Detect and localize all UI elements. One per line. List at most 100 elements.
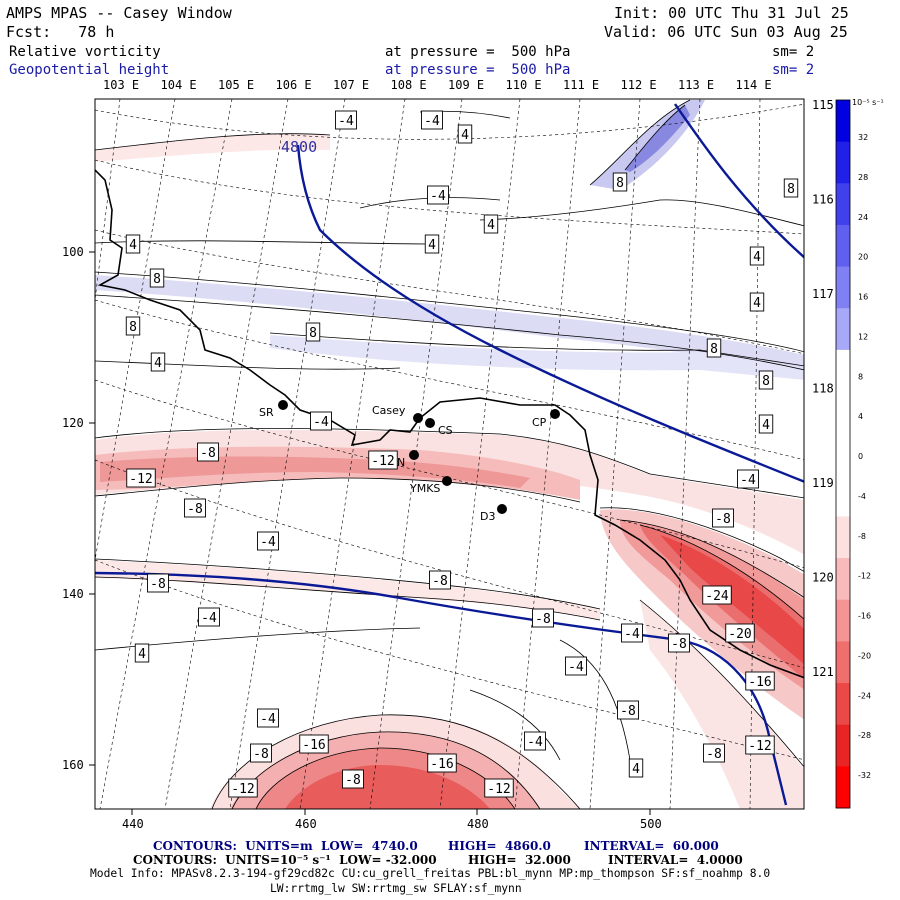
contour-value-label: -16: [427, 753, 457, 773]
svg-text:-8: -8: [432, 574, 448, 589]
lon-label-top: 114 E: [736, 78, 772, 92]
x-tick-label: 500: [640, 817, 662, 831]
svg-text:-8: -8: [715, 512, 731, 527]
station-casey-marker: [413, 413, 423, 423]
svg-text:4: 4: [632, 762, 640, 777]
footer-model-info-2: LW:rrtmg_lw SW:rrtmg_sw SFLAY:sf_mynn: [270, 882, 522, 895]
contour-value-label: -24: [702, 585, 732, 605]
contour-value-label: -8: [342, 769, 364, 789]
colorbar-tick-label: 32: [858, 133, 868, 142]
svg-text:-12: -12: [231, 782, 254, 797]
colorbar-segment: [836, 308, 850, 351]
colorbar-tick-label: 28: [858, 173, 868, 182]
contour-value-label: 4: [628, 758, 644, 778]
colorbar-segment: [836, 141, 850, 184]
svg-text:4: 4: [487, 218, 495, 233]
colorbar-segment: [836, 391, 850, 434]
field1-level: at pressure = 500 hPa: [385, 44, 571, 60]
svg-text:-24: -24: [705, 589, 729, 604]
x-tick-label: 440: [122, 817, 144, 831]
colorbar-segment: [836, 183, 850, 226]
footer-height-contours-high: HIGH= 4860.0: [448, 839, 551, 853]
contour-value-label: -8: [250, 743, 272, 763]
svg-text:4: 4: [154, 356, 162, 371]
svg-text:4: 4: [129, 238, 137, 253]
station-cs-label: CS: [438, 424, 453, 437]
svg-text:8: 8: [153, 272, 161, 287]
colorbar-segment: [836, 641, 850, 684]
svg-text:-8: -8: [706, 747, 722, 762]
svg-text:-8: -8: [150, 577, 166, 592]
contour-value-label: -4: [257, 708, 279, 728]
colorbar-segment: [836, 266, 850, 309]
svg-text:-12: -12: [487, 782, 510, 797]
contour-value-label: 4: [483, 214, 499, 234]
station-cp-label: CP: [532, 416, 547, 429]
colorbar-unit: 10⁻⁵ s⁻¹: [852, 98, 884, 107]
svg-text:-8: -8: [620, 704, 636, 719]
colorbar-segment: [836, 724, 850, 767]
svg-text:-4: -4: [260, 712, 276, 727]
contour-value-label: 4: [125, 234, 141, 254]
field1-name: Relative vorticity: [9, 44, 161, 60]
contour-value-label: -8: [668, 633, 690, 653]
contour-value-label: -8: [147, 573, 169, 593]
svg-text:8: 8: [710, 342, 718, 357]
footer-height-contours-interval: INTERVAL= 60.000: [584, 839, 719, 853]
contour-value-label: -4: [198, 607, 220, 627]
contour-value-label: -8: [617, 700, 639, 720]
model-title: AMPS MPAS -- Casey Window: [6, 4, 232, 22]
svg-text:-8: -8: [253, 747, 269, 762]
station-n-label: N: [397, 456, 405, 469]
svg-text:8: 8: [762, 374, 770, 389]
colorbar-segment: [836, 599, 850, 642]
svg-text:-4: -4: [568, 660, 584, 675]
colorbar-tick-label: -24: [858, 691, 871, 700]
contour-value-label: -12: [745, 735, 775, 755]
svg-text:-4: -4: [424, 114, 440, 129]
colorbar-tick-label: -8: [858, 532, 866, 541]
contour-labels: -4 -4 4 8 -4 4 4 4 8 4 8 4 8 8 8 4 8 -4 4 -8 -12 -12 -4 -8 -8 -4 -…: [125, 110, 799, 798]
colorbar-tick-label: -20: [858, 651, 871, 660]
y-tick-label: 160: [62, 758, 84, 772]
vorticity-contours: [95, 99, 804, 809]
svg-text:-12: -12: [371, 454, 394, 469]
contour-value-label: -4: [737, 469, 759, 489]
contour-value-label: 8: [612, 172, 628, 192]
valid-time: Valid: 06 UTC Sun 03 Aug 25: [604, 23, 848, 41]
svg-text:-16: -16: [430, 757, 453, 772]
contour-value-label: 8: [305, 322, 321, 342]
coastline: [95, 169, 804, 679]
colorbar-tick-label: -32: [858, 771, 871, 780]
svg-text:-4: -4: [740, 473, 756, 488]
x-tick-label: 480: [467, 817, 489, 831]
colorbar-tick-label: -16: [858, 612, 871, 621]
svg-text:4: 4: [428, 238, 436, 253]
colorbar-tick-label: -28: [858, 731, 871, 740]
lon-label-top: 106 E: [276, 78, 312, 92]
y-tick-label: 120: [62, 416, 84, 430]
svg-text:-4: -4: [430, 189, 446, 204]
lon-label-top: 110 E: [506, 78, 542, 92]
contour-value-label: 4: [457, 124, 473, 144]
lon-label-top: 107 E: [333, 78, 369, 92]
field2-name: Geopotential height: [9, 62, 170, 78]
svg-text:8: 8: [309, 326, 317, 341]
svg-text:-4: -4: [527, 735, 543, 750]
contour-value-label: -8: [703, 743, 725, 763]
station-n-marker: [409, 450, 419, 460]
height-contour-label: 4800: [281, 138, 317, 156]
colorbar-tick-label: 8: [858, 372, 863, 381]
contour-value-label: 4: [150, 352, 166, 372]
colorbar-segment: [836, 100, 850, 143]
svg-text:-4: -4: [260, 535, 276, 550]
y-tick-label: 140: [62, 587, 84, 601]
svg-text:-16: -16: [302, 738, 325, 753]
contour-value-label: -4: [257, 531, 279, 551]
contour-value-label: -16: [745, 671, 775, 691]
contour-value-label: 4: [134, 643, 150, 663]
svg-text:4: 4: [762, 418, 770, 433]
svg-text:-20: -20: [728, 627, 751, 642]
axis-ticks: [89, 251, 651, 815]
